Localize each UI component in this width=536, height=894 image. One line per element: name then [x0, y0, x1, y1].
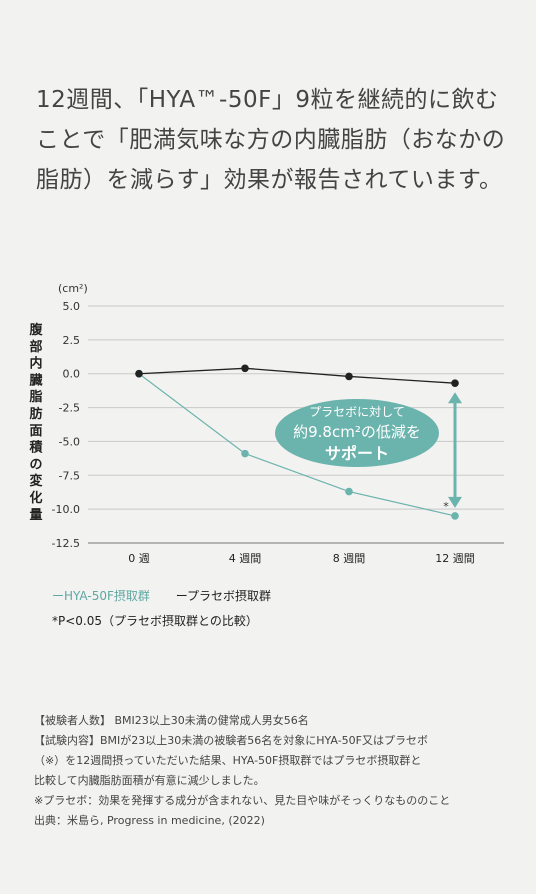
note-line: 出典：米島ら, Progress in medicine, (2022) [34, 814, 265, 827]
y-axis-label-char: 内 [29, 356, 42, 372]
headline-line: ことで「肥満気味な方の内臓脂肪（おなかの [36, 127, 506, 153]
y-axis-label-char: 量 [29, 508, 42, 523]
series-line [138, 367, 456, 384]
y-axis-label-char: 変 [29, 473, 42, 489]
y-tick-label: -2.5 [59, 402, 80, 415]
line-chart: (cm²) 5.0 2.5 0.0 -2.5 -5.0 -7.5 -10.0 -12.5 腹部内臓… [28, 282, 504, 565]
legend-hya: ーHYA-50F摂取群 [52, 589, 150, 603]
note-line: 比較して内臓脂肪面積が有意に減少しました。 [34, 774, 265, 787]
data-point [241, 364, 249, 373]
y-axis-label-char: 積 [28, 440, 43, 456]
data-point [135, 369, 143, 378]
y-axis-label-char: 部 [29, 339, 42, 355]
note-line: ※プラセボ：効果を発揮する成分が含まれない、見た目や味がそっくりなもののこと [34, 794, 451, 807]
x-tick-label: 12 週間 [435, 552, 475, 565]
y-axis-label-char: 面 [29, 424, 42, 439]
chart-legend: ーHYA-50F摂取群 ープラセボ摂取群 [52, 587, 271, 604]
y-tick-label: 5.0 [63, 300, 81, 313]
significance-note: *P<0.05（プラセボ摂取群との比較） [52, 614, 258, 628]
y-tick-label: -12.5 [52, 537, 80, 550]
arrow-head-down [448, 496, 462, 508]
study-notes: 【被験者人数】 BMI23以上30未満の健常成人男女56名 【試験内容】BMIが… [34, 711, 524, 831]
y-axis-label-char: 化 [29, 490, 42, 506]
unit-label: (cm²) [58, 282, 88, 295]
y-tick-label: -10.0 [52, 503, 80, 516]
y-tick-label: -5.0 [59, 435, 80, 448]
y-tick-label: 2.5 [63, 334, 81, 347]
data-point [451, 379, 459, 387]
note-line: 【被験者人数】 BMI23以上30未満の健常成人男女56名 [34, 714, 309, 727]
annotation-text: プラセボに対して [309, 405, 405, 419]
x-tick-label: 0 週 [128, 552, 150, 565]
y-axis-label-char: 肪 [29, 406, 42, 422]
series-line [138, 373, 456, 517]
significance-marker: * [443, 500, 449, 513]
y-axis-label-char: 腹 [29, 322, 43, 338]
headline-line: 12週間、「HYA™-50F」9粒を継続的に飲む [36, 87, 499, 113]
annotation-text: 約9.8cm²の低減を [293, 423, 421, 441]
data-point [241, 449, 249, 458]
annotation-text: サポート [325, 444, 389, 463]
y-axis-label-char: の [29, 457, 42, 472]
note-line: （※）を12週間摂っていただいた結果、HYA-50F摂取群ではプラセボ摂取群と [34, 754, 422, 767]
data-point [451, 512, 459, 520]
annotation-bubble [275, 399, 439, 467]
note-line: 【試験内容】BMIが23以上30未満の被験者56名を対象にHYA-50F又はプラ… [34, 734, 428, 747]
x-tick-label: 8 週間 [333, 552, 366, 565]
y-axis-label-char: 脂 [28, 389, 42, 405]
data-point [345, 487, 353, 496]
headline-line: 脂肪）を減らす」効果が報告されています。 [36, 167, 503, 193]
x-tick-label: 4 週間 [229, 552, 262, 565]
legend-placebo: ープラセボ摂取群 [175, 589, 271, 603]
y-tick-label: 0.0 [63, 368, 81, 381]
headline: 12週間、「HYA™-50F」9粒を継続的に飲む ことで「肥満気味な方の内臓脂肪… [36, 80, 516, 200]
y-axis-label-char: 臓 [29, 372, 42, 388]
arrow-head-up [448, 392, 462, 404]
y-tick-label: -7.5 [59, 469, 80, 482]
data-point [345, 372, 353, 381]
